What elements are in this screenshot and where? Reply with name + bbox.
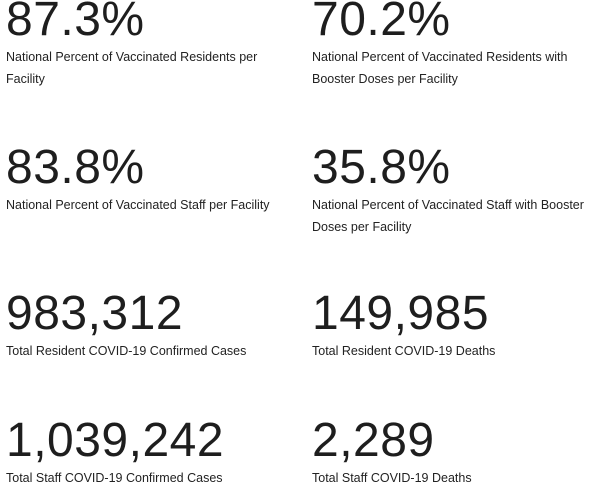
stat-staff-cases: 1,039,242 Total Staff COVID-19 Confirmed… [6, 417, 296, 489]
stat-label: National Percent of Vaccinated Residents… [312, 50, 568, 86]
stat-value: 2,289 [312, 414, 435, 467]
stat-vaccinated-staff: 83.8% National Percent of Vaccinated Sta… [6, 144, 296, 216]
stat-value: 70.2% [312, 0, 451, 46]
stat-booster-staff: 35.8% National Percent of Vaccinated Sta… [312, 144, 602, 238]
stat-label: Total Staff COVID-19 Confirmed Cases [6, 471, 223, 485]
stat-value: 87.3% [6, 0, 145, 46]
stat-value: 35.8% [312, 141, 451, 194]
stat-label: National Percent of Vaccinated Residents… [6, 50, 258, 86]
stat-label: National Percent of Vaccinated Staff wit… [312, 198, 584, 234]
stat-label: National Percent of Vaccinated Staff per… [6, 198, 270, 212]
stat-booster-residents: 70.2% National Percent of Vaccinated Res… [312, 0, 602, 90]
stat-value: 1,039,242 [6, 414, 225, 467]
stat-value: 83.8% [6, 141, 145, 194]
stat-label: Total Resident COVID-19 Deaths [312, 344, 496, 358]
stat-label: Total Resident COVID-19 Confirmed Cases [6, 344, 247, 358]
stat-resident-cases: 983,312 Total Resident COVID-19 Confirme… [6, 290, 296, 362]
stat-resident-deaths: 149,985 Total Resident COVID-19 Deaths [312, 290, 602, 362]
stat-label: Total Staff COVID-19 Deaths [312, 471, 472, 485]
stat-value: 983,312 [6, 287, 184, 340]
stat-value: 149,985 [312, 287, 490, 340]
stat-staff-deaths: 2,289 Total Staff COVID-19 Deaths [312, 417, 602, 489]
stat-vaccinated-residents: 87.3% National Percent of Vaccinated Res… [6, 0, 296, 90]
